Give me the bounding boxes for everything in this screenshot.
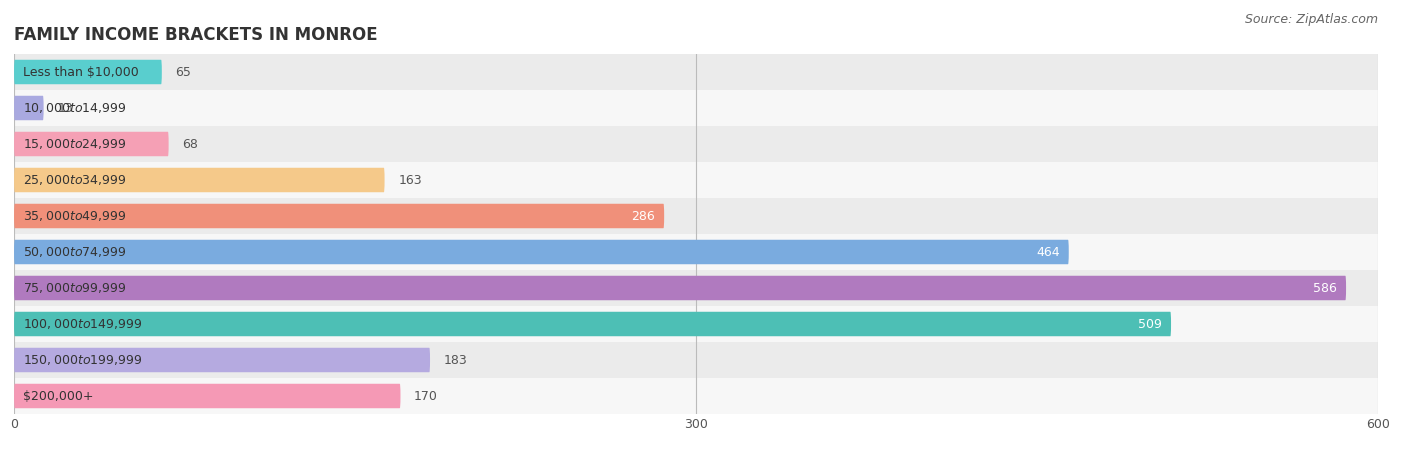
Text: 286: 286 xyxy=(631,210,655,222)
Text: $10,000 to $14,999: $10,000 to $14,999 xyxy=(22,101,127,115)
FancyBboxPatch shape xyxy=(14,348,430,372)
FancyBboxPatch shape xyxy=(14,168,385,192)
FancyBboxPatch shape xyxy=(14,240,1069,264)
Bar xyxy=(14,378,1378,414)
Text: 170: 170 xyxy=(415,390,439,402)
Text: $200,000+: $200,000+ xyxy=(22,390,94,402)
Bar xyxy=(14,198,1378,234)
Text: $15,000 to $24,999: $15,000 to $24,999 xyxy=(22,137,127,151)
Text: 163: 163 xyxy=(398,174,422,186)
Text: Less than $10,000: Less than $10,000 xyxy=(22,66,139,78)
Bar xyxy=(14,234,1378,270)
Text: 13: 13 xyxy=(58,102,73,114)
Text: 464: 464 xyxy=(1036,246,1060,258)
Text: $35,000 to $49,999: $35,000 to $49,999 xyxy=(22,209,127,223)
FancyBboxPatch shape xyxy=(14,384,401,408)
Bar xyxy=(14,342,1378,378)
FancyBboxPatch shape xyxy=(14,312,1171,336)
Text: $150,000 to $199,999: $150,000 to $199,999 xyxy=(22,353,142,367)
FancyBboxPatch shape xyxy=(14,276,1346,300)
Bar xyxy=(14,162,1378,198)
Text: Source: ZipAtlas.com: Source: ZipAtlas.com xyxy=(1244,14,1378,27)
Bar xyxy=(14,270,1378,306)
FancyBboxPatch shape xyxy=(14,60,162,84)
Text: FAMILY INCOME BRACKETS IN MONROE: FAMILY INCOME BRACKETS IN MONROE xyxy=(14,26,378,44)
Text: $25,000 to $34,999: $25,000 to $34,999 xyxy=(22,173,127,187)
Text: $50,000 to $74,999: $50,000 to $74,999 xyxy=(22,245,127,259)
Text: $75,000 to $99,999: $75,000 to $99,999 xyxy=(22,281,127,295)
Bar xyxy=(14,126,1378,162)
Text: 586: 586 xyxy=(1313,282,1337,294)
FancyBboxPatch shape xyxy=(14,132,169,156)
Bar xyxy=(14,54,1378,90)
FancyBboxPatch shape xyxy=(14,204,664,228)
Bar xyxy=(14,90,1378,126)
Text: 509: 509 xyxy=(1137,318,1161,330)
FancyBboxPatch shape xyxy=(14,96,44,120)
Text: 68: 68 xyxy=(183,138,198,150)
Text: $100,000 to $149,999: $100,000 to $149,999 xyxy=(22,317,142,331)
Bar xyxy=(14,306,1378,342)
Text: 183: 183 xyxy=(444,354,467,366)
Text: 65: 65 xyxy=(176,66,191,78)
